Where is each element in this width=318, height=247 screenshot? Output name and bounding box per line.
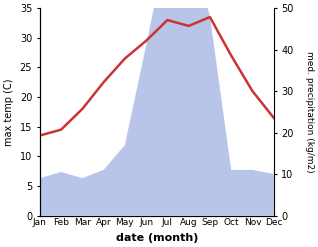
Y-axis label: med. precipitation (kg/m2): med. precipitation (kg/m2) [305,51,314,173]
X-axis label: date (month): date (month) [116,233,198,243]
Y-axis label: max temp (C): max temp (C) [4,78,14,145]
